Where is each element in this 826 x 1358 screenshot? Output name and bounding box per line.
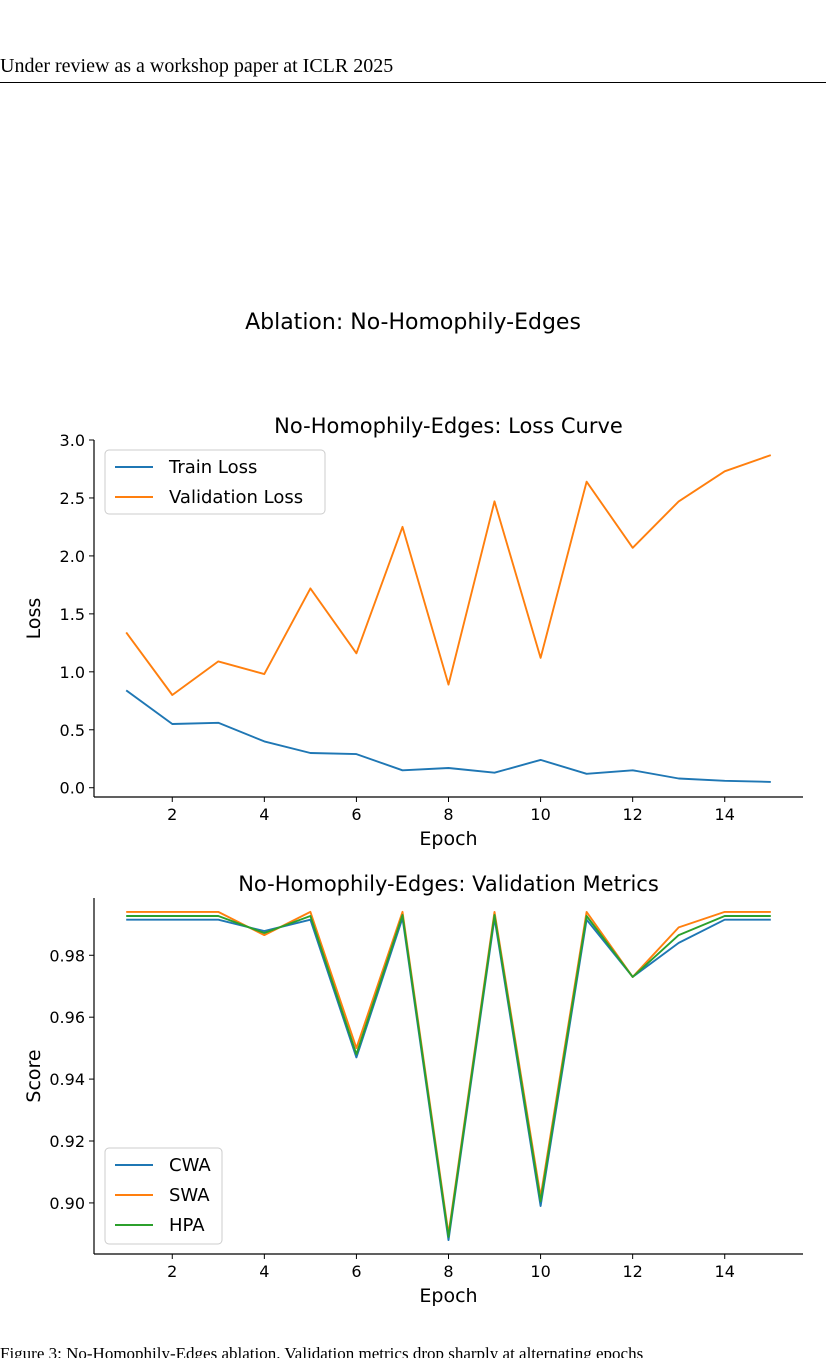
x-axis-label: Epoch: [419, 828, 477, 850]
validation-metrics-chart: No-Homophily-Edges: Validation Metrics 2 4…: [23, 872, 803, 1307]
series-line-validation-loss: [125, 454, 772, 696]
x-tick-label: 12: [622, 1262, 642, 1281]
x-tick-label: 6: [351, 1262, 361, 1281]
legend-box: [104, 449, 326, 515]
y-tick-label: 0.0: [60, 779, 85, 798]
x-tick-label: 8: [443, 805, 453, 824]
legend-entry: SWA: [169, 1185, 210, 1206]
x-tick-label: 14: [715, 1262, 735, 1281]
x-tick-label: 6: [351, 805, 361, 824]
x-tick-label: 4: [259, 805, 269, 824]
series-line-swa: [126, 910, 771, 1235]
x-tick-label: 12: [622, 805, 642, 824]
y-tick-label: 0.96: [49, 1008, 85, 1027]
y-tick-label: 0.90: [49, 1194, 85, 1213]
x-tick-label: 10: [530, 1262, 550, 1281]
legend-entry: CWA: [169, 1155, 211, 1176]
x-tick-label: 8: [443, 1262, 453, 1281]
y-tick-label: 0.94: [49, 1070, 85, 1089]
x-tick-label: 4: [259, 1262, 269, 1281]
y-tick-label: 0.98: [49, 946, 85, 965]
x-axis-label: Epoch: [419, 1285, 477, 1307]
y-axis-label: Score: [23, 1049, 45, 1102]
legend-entry: Train Loss: [168, 457, 257, 478]
legend-entry: Validation Loss: [169, 487, 303, 508]
figure-caption: Figure 3: No-Homophily-Edges ablation. V…: [0, 1344, 644, 1358]
y-tick-label: 1.5: [60, 605, 85, 624]
loss-curve-chart: No-Homophily-Edges: Loss Curve 2 4 6 8 10 12 14…: [23, 414, 803, 850]
chart-title: No-Homophily-Edges: Validation Metrics: [238, 872, 659, 896]
header-rule: [0, 82, 826, 83]
x-tick-label: 2: [167, 1262, 177, 1281]
series-line-train-loss: [125, 689, 771, 783]
y-tick-label: 2.5: [60, 489, 85, 508]
legend-entry: HPA: [169, 1215, 205, 1236]
page-header: Under review as a workshop paper at ICLR…: [0, 55, 394, 77]
y-tick-label: 0.5: [60, 721, 85, 740]
y-tick-label: 1.0: [60, 663, 85, 682]
y-tick-label: 0.92: [49, 1132, 85, 1151]
x-tick-label: 14: [715, 805, 735, 824]
legend-box: [104, 1147, 223, 1245]
y-tick-label: 3.0: [60, 431, 85, 450]
figure-suptitle: Ablation: No-Homophily-Edges: [245, 310, 581, 335]
series-line-hpa: [126, 914, 771, 1238]
y-tick-label: 2.0: [60, 547, 85, 566]
y-axis-label: Loss: [23, 598, 45, 640]
x-tick-label: 2: [167, 805, 177, 824]
x-tick-label: 10: [530, 805, 550, 824]
chart-title: No-Homophily-Edges: Loss Curve: [274, 414, 623, 438]
series-line-cwa: [126, 917, 771, 1242]
